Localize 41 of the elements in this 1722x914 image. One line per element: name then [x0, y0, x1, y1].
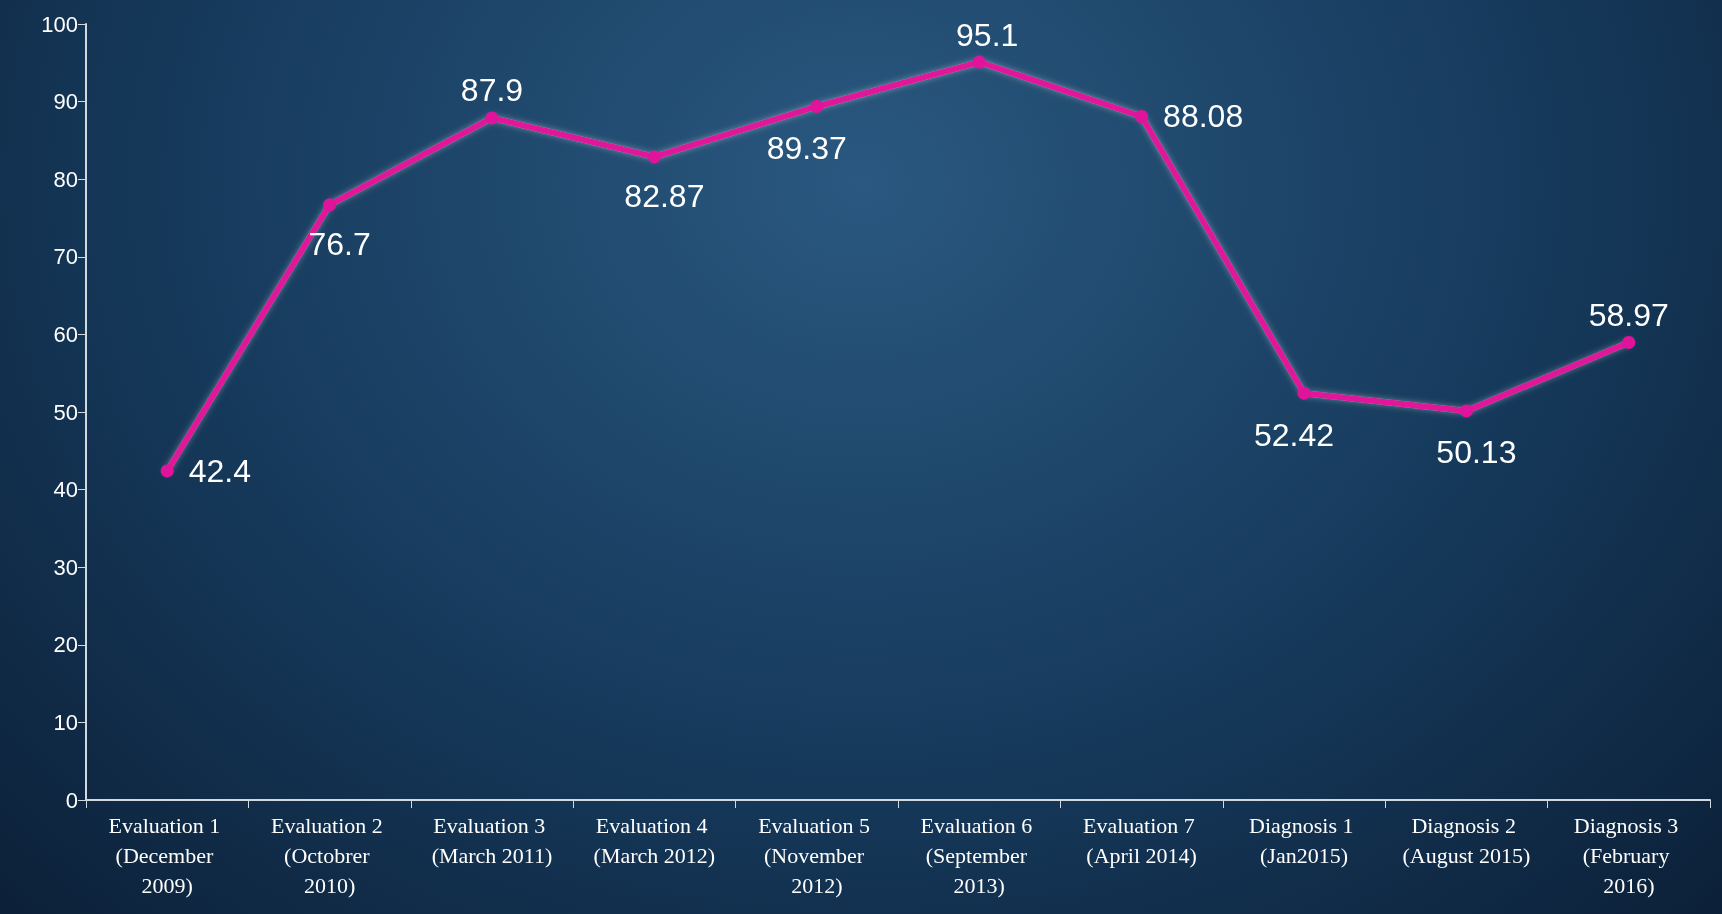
data-label: 82.87	[624, 178, 705, 215]
point	[1135, 110, 1149, 123]
y-tick-label: 70	[53, 244, 78, 270]
x-tick-label: Evaluation 6 (September 2013)	[920, 812, 1038, 898]
data-label: 50.13	[1436, 434, 1517, 471]
x-tick-label: Evaluation 4 (March 2012)	[593, 812, 716, 868]
point	[1297, 386, 1311, 400]
x-tick-label: Evaluation 3 (March 2011)	[431, 812, 553, 868]
data-label: 87.9	[460, 72, 524, 109]
point	[160, 464, 174, 478]
point	[1622, 335, 1636, 349]
y-tick-label: 60	[53, 321, 78, 347]
data-label: 88.08	[1163, 98, 1244, 135]
data-label: 52.42	[1253, 416, 1335, 453]
x-tick-label: Evaluation 2 (Octobrer 2010)	[270, 812, 389, 898]
x-tick-label: Evaluation 5 (November 2012)	[758, 812, 876, 898]
data-label: 58.97	[1588, 296, 1669, 333]
point	[647, 150, 661, 164]
data-label: 95.1	[956, 16, 1019, 53]
point	[810, 99, 824, 113]
data-label: 42.4	[188, 452, 251, 489]
point	[1459, 404, 1473, 418]
data-label: 76.7	[308, 226, 371, 263]
y-tick-label: 20	[53, 632, 78, 658]
y-tick-label: 90	[53, 89, 78, 115]
x-tick-label: Diagnosis 2 (August 2015)	[1402, 812, 1531, 868]
y-tick-label: 100	[41, 11, 78, 37]
y-tick-label: 30	[53, 554, 78, 580]
data-label: 89.37	[766, 129, 847, 166]
x-tick-label: Diagnosis 1 (Jan2015)	[1249, 812, 1359, 868]
x-tick-label: Evaluation 7 (April 2014)	[1082, 812, 1201, 868]
x-tick-label: Diagnosis 3 (February 2016)	[1573, 812, 1684, 898]
y-tick-label: 10	[53, 709, 78, 735]
x-tick-label: Evaluation 1 (December 2009)	[108, 812, 226, 898]
y-tick-label: 80	[53, 166, 78, 192]
y-tick-label: 50	[53, 399, 78, 425]
point	[323, 198, 337, 212]
point	[972, 55, 986, 69]
y-tick-label: 40	[53, 477, 78, 503]
y-tick-label: 0	[65, 787, 78, 813]
point	[485, 111, 499, 125]
